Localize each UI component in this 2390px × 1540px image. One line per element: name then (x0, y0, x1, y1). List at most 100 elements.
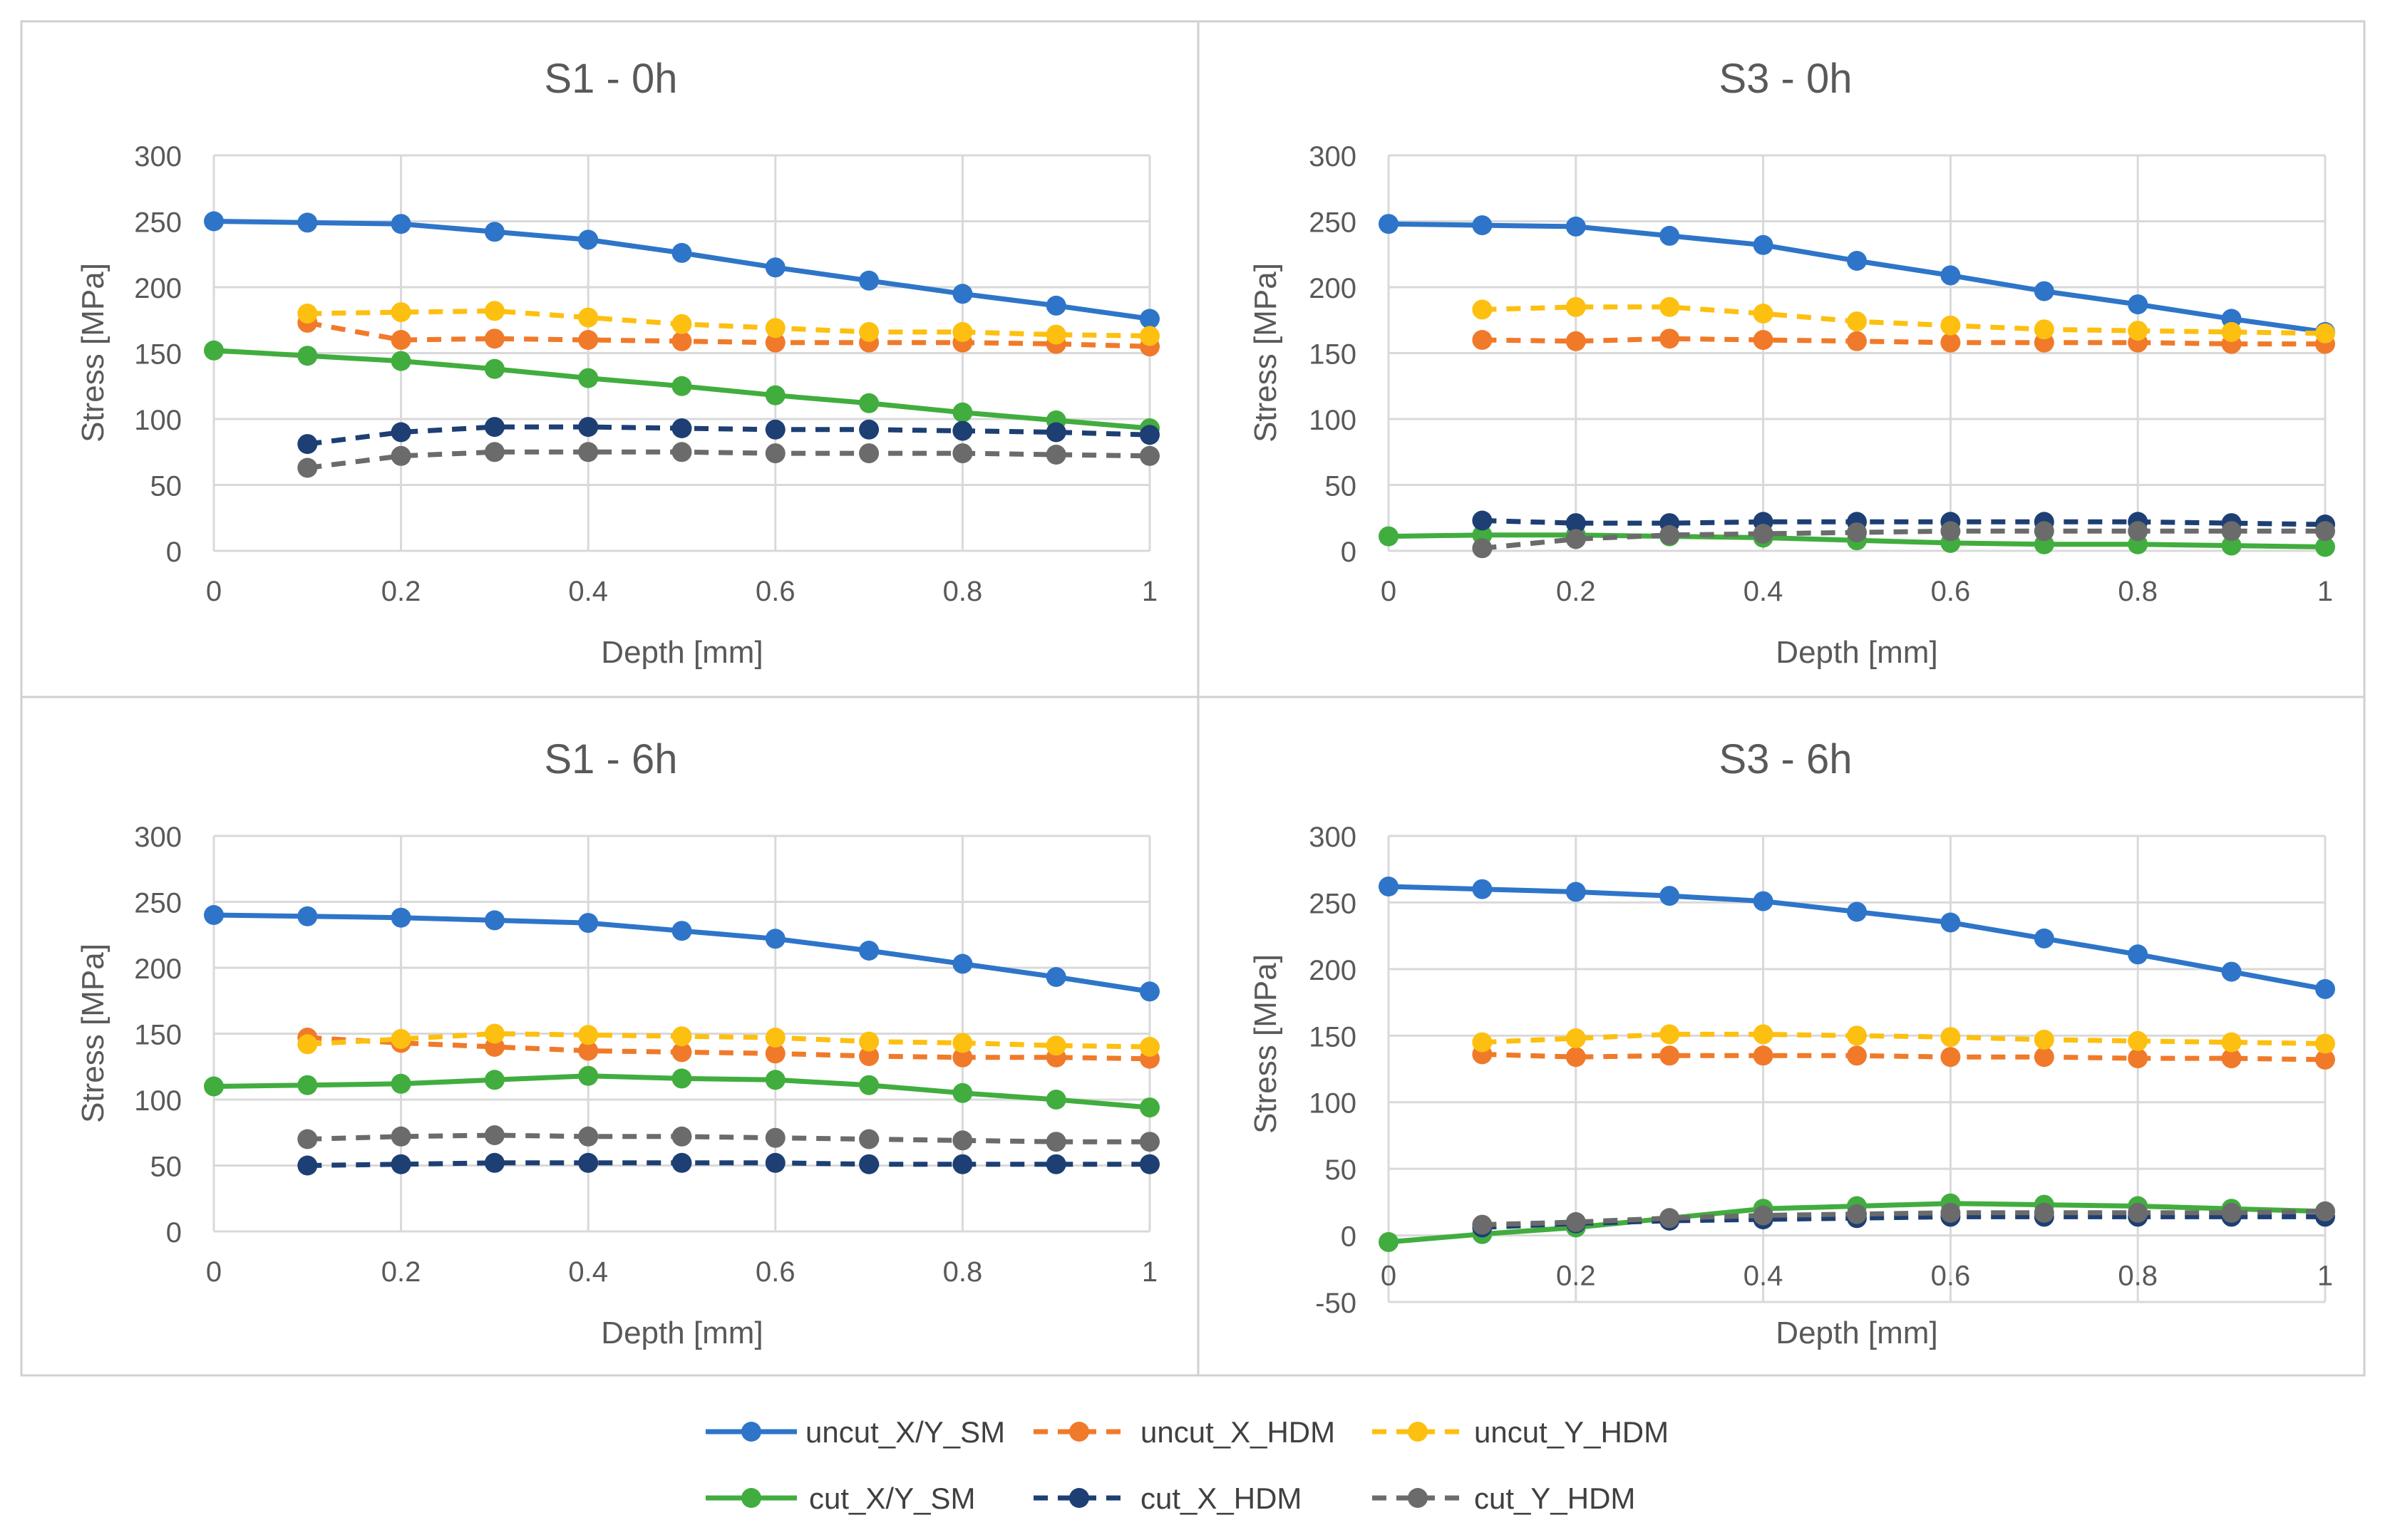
y-tick-label: 50 (150, 471, 182, 502)
y-tick-label: 150 (134, 1020, 182, 1051)
y-tick-label: 100 (1309, 405, 1356, 436)
series-line (1482, 304, 2326, 336)
y-tick-label: 50 (1325, 1154, 1357, 1186)
data-point (484, 1152, 505, 1173)
data-point (859, 443, 880, 464)
y-tick-label: -50 (1315, 1288, 1356, 1319)
series-line (307, 1160, 1150, 1168)
y-tick-label: 150 (134, 339, 182, 371)
data-point (1753, 1205, 1773, 1226)
data-point (2221, 1048, 2242, 1069)
data-point (859, 1031, 880, 1052)
data-point (765, 385, 785, 405)
data-point (765, 1070, 785, 1090)
series-cut-x-hdm (297, 417, 1160, 455)
data-point (765, 419, 785, 440)
data-point (1847, 311, 1867, 332)
y-tick-label: 0 (1341, 537, 1356, 568)
series-uncut-y-hdm (1472, 296, 2335, 343)
data-point (952, 954, 973, 974)
data-point (952, 1033, 973, 1053)
x-tick-labels: 0 0.2 0.4 0.6 0.8 1 (1381, 1261, 2333, 1292)
data-point (859, 393, 880, 413)
data-point (297, 304, 318, 324)
data-point (765, 929, 785, 949)
data-point (1753, 891, 1773, 911)
x-tick-label: 0.2 (1556, 1261, 1596, 1292)
x-tick-label: 0.6 (756, 1256, 795, 1288)
data-point (297, 1075, 318, 1095)
series-uncut-x-y-sm (204, 211, 1160, 329)
data-point (1940, 1027, 1961, 1048)
data-point (2315, 521, 2335, 542)
data-point (578, 229, 599, 250)
data-point (578, 330, 599, 350)
data-point (484, 358, 505, 379)
y-tick-label: 300 (134, 822, 182, 853)
y-tick-labels: 0 50 100 150 200 250 300 (134, 141, 182, 568)
y-tick-label: 300 (134, 141, 182, 172)
data-point (1046, 445, 1066, 465)
data-point (1565, 1047, 1586, 1068)
data-point (952, 443, 973, 464)
data-point (484, 329, 505, 349)
data-point (2315, 1201, 2335, 1221)
chart-s1-0h: S1 - 0h 0 50 100 150 200 250 300 0 0.2 0.4 0.6 0.8 1 D… (76, 56, 1160, 670)
y-axis-title: Stress [MPa] (76, 263, 110, 443)
data-point (1472, 299, 1493, 320)
data-point (2315, 978, 2335, 999)
data-point (297, 1155, 318, 1176)
series-line (307, 320, 1150, 349)
data-point (1379, 526, 1399, 547)
y-tick-label: 250 (1309, 207, 1356, 239)
chart-title: S1 - 0h (545, 56, 678, 102)
x-tick-labels: 0 0.2 0.4 0.6 0.8 1 (206, 1256, 1158, 1288)
legend-marker (741, 1488, 761, 1508)
chart-title: S1 - 6h (545, 736, 678, 782)
data-point (765, 332, 785, 353)
data-point (952, 284, 973, 304)
data-point (1940, 521, 1961, 542)
series-cut-x-y-sm (204, 1065, 1160, 1118)
data-point (484, 1023, 505, 1044)
y-axis-title: Stress [MPa] (1248, 263, 1283, 443)
x-tick-label: 0 (206, 576, 222, 607)
data-point (578, 368, 599, 388)
data-point (2128, 521, 2148, 542)
x-tick-label: 0.4 (568, 576, 608, 607)
data-point (1753, 524, 1773, 544)
series-uncut-y-hdm (1472, 1024, 2335, 1054)
y-tick-label: 100 (1309, 1088, 1356, 1120)
data-point (1659, 1045, 1680, 1066)
data-point (671, 314, 692, 334)
data-point (1565, 513, 1586, 534)
data-point (671, 1068, 692, 1089)
x-tick-label: 0.6 (756, 576, 795, 607)
data-point (2221, 1032, 2242, 1053)
y-tick-label: 200 (134, 273, 182, 304)
data-point (484, 1125, 505, 1145)
data-point (391, 422, 411, 443)
data-point (1046, 1154, 1066, 1174)
data-point (1659, 886, 1680, 906)
data-point (765, 257, 785, 278)
data-point (1046, 1090, 1066, 1110)
legend-item-cut-x-hdm: cut_X_HDM (1034, 1482, 1302, 1515)
data-point (1472, 1032, 1493, 1053)
data-point (1565, 331, 1586, 351)
x-tick-label: 1 (2317, 1261, 2333, 1292)
legend-item-uncut-xy-sm: uncut_X/Y_SM (706, 1415, 1005, 1449)
x-axis-title: Depth [mm] (1776, 1316, 1937, 1350)
data-point (1472, 879, 1493, 899)
data-point (859, 1075, 880, 1095)
data-point (578, 442, 599, 462)
data-point (578, 913, 599, 934)
data-point (1379, 1231, 1399, 1252)
data-point (2128, 1048, 2148, 1069)
series-cut-x-hdm (297, 1152, 1160, 1176)
data-point (952, 402, 973, 423)
legend-marker (1408, 1488, 1428, 1508)
data-point (952, 1082, 973, 1103)
series-uncut-y-hdm (297, 1023, 1160, 1057)
data-point (1140, 1097, 1160, 1118)
